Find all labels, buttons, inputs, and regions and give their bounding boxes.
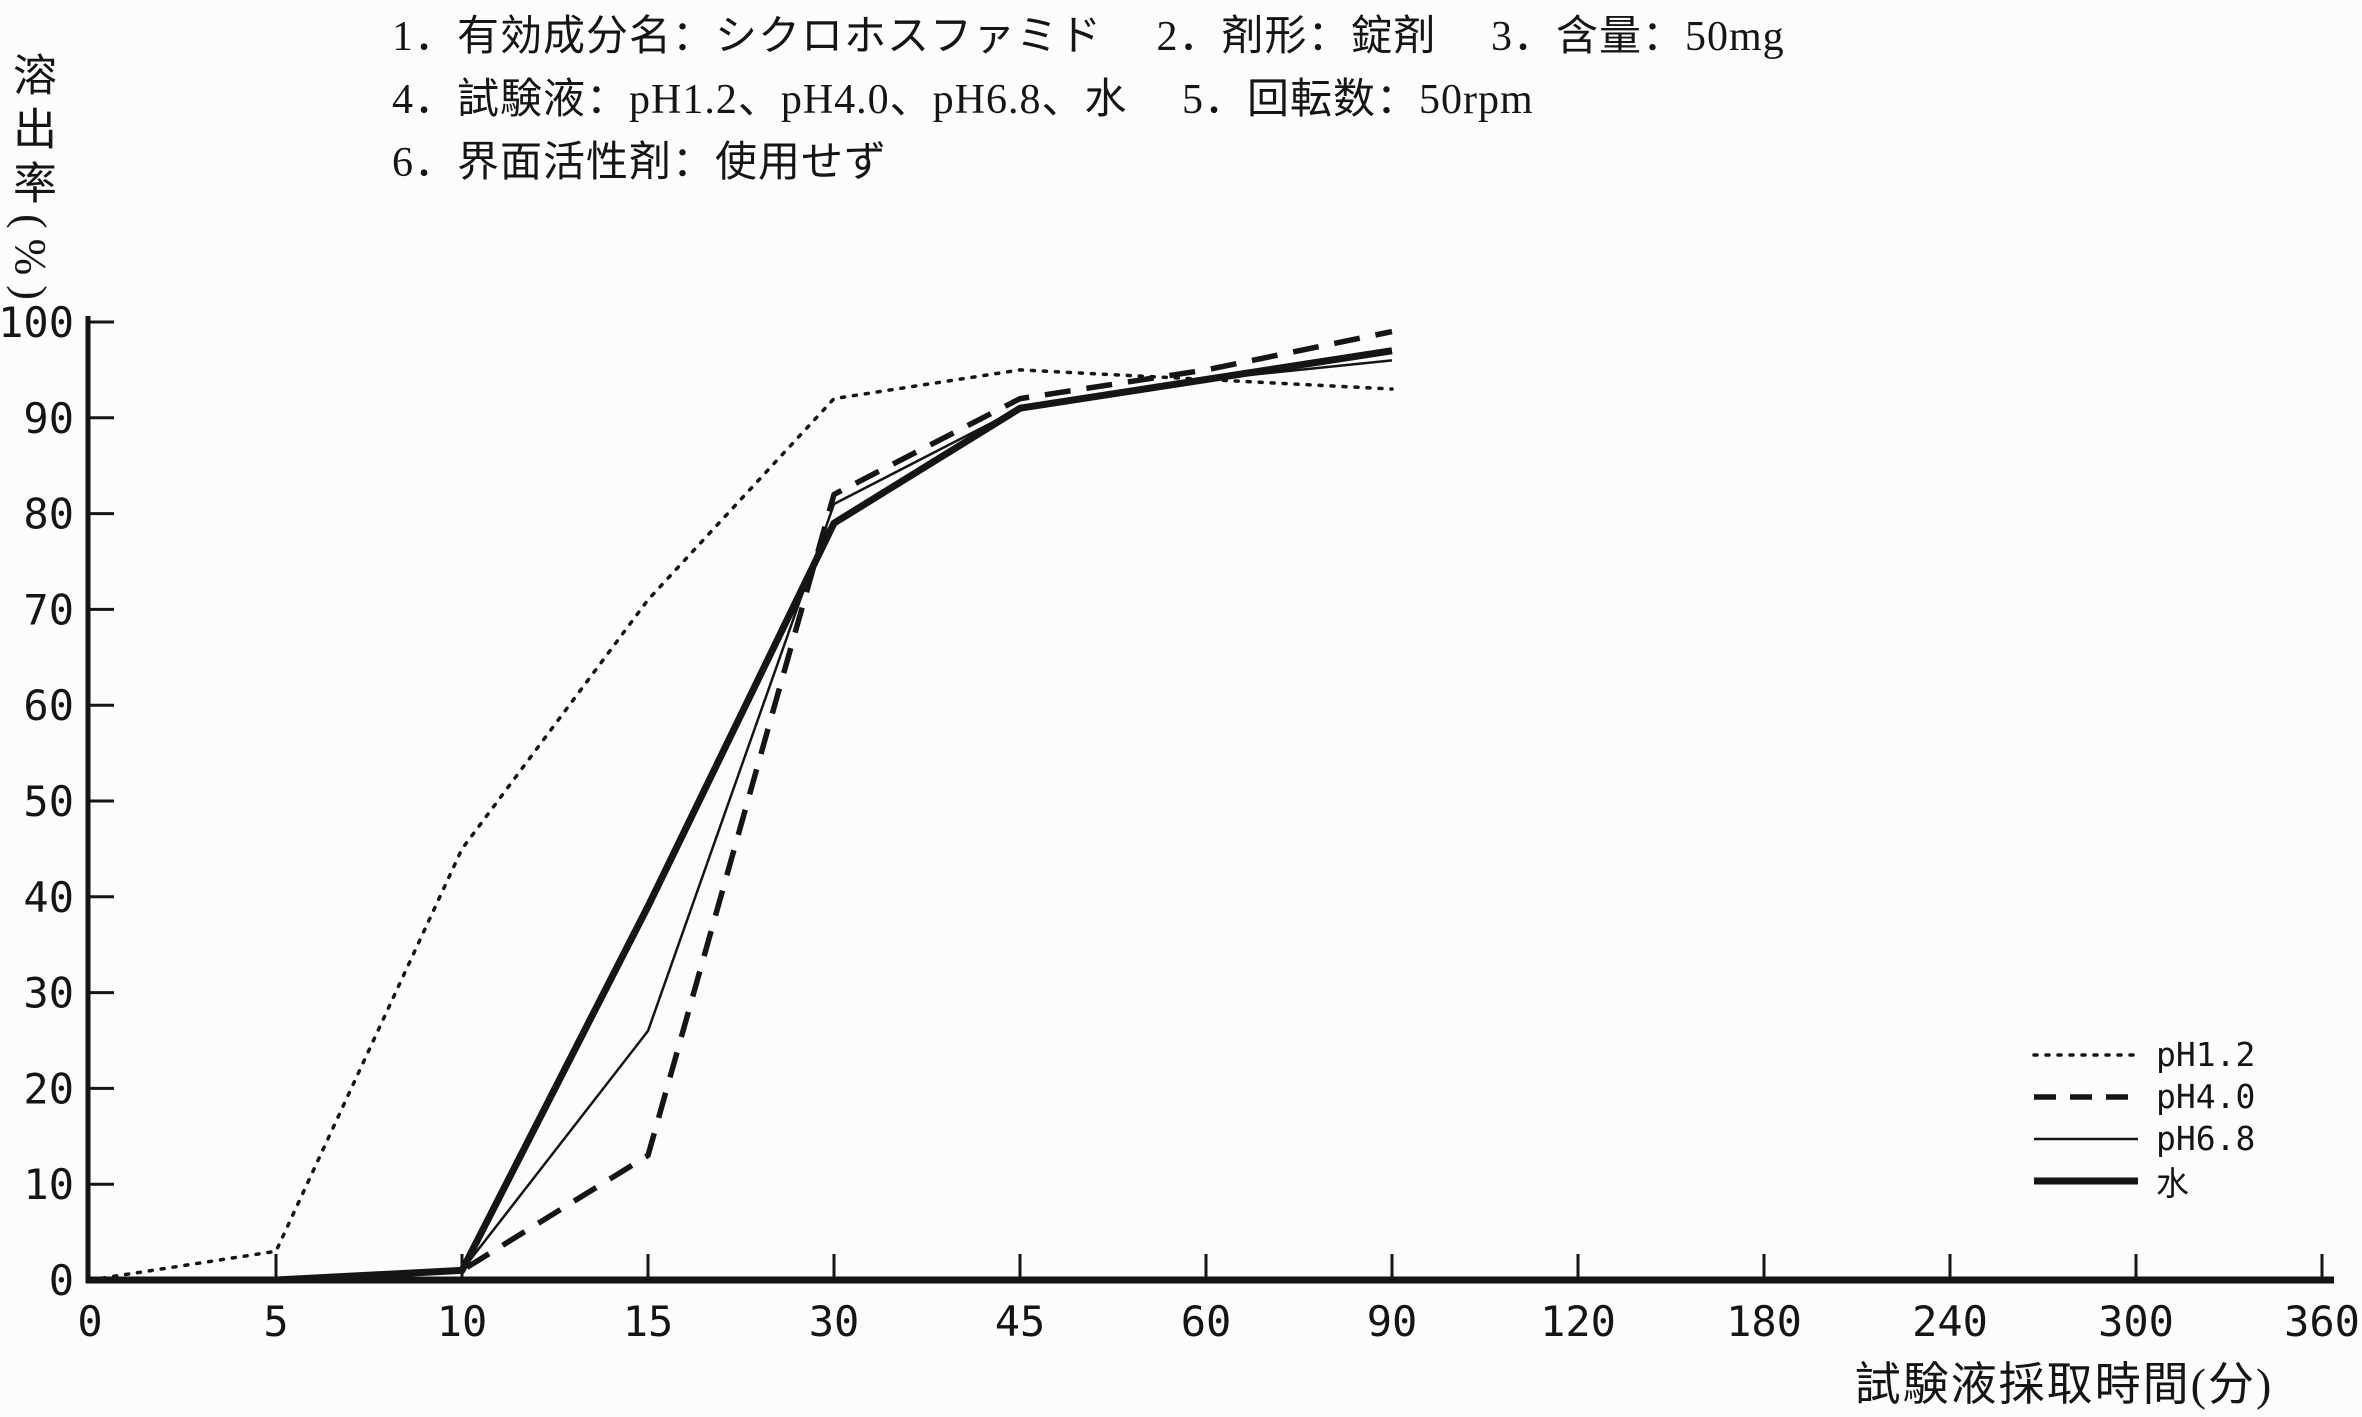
legend-line-sample-dotted (2032, 1052, 2140, 1057)
y-tick-label-100: 100 (0, 298, 74, 347)
legend-label: 水 (2156, 1163, 2189, 1203)
x-tick-label-30: 30 (809, 1297, 860, 1346)
y-tick-label-50: 50 (23, 777, 74, 826)
y-tick-label-10: 10 (23, 1160, 74, 1209)
x-tick-label-90: 90 (1367, 1297, 1418, 1346)
note-line-1: 1．有効成分名：シクロホスファミド 2．剤形：錠剤 3．含量：50mg (392, 14, 1785, 60)
note-line-3: 6．界面活性剤：使用せず (392, 140, 888, 186)
legend-item-ph6-8: pH6.8 (2032, 1119, 2256, 1158)
x-tick-label-360: 360 (2284, 1297, 2360, 1346)
y-tick-label-80: 80 (23, 490, 74, 539)
y-tick-label-60: 60 (23, 681, 74, 730)
x-tick-label-120: 120 (1540, 1297, 1616, 1346)
legend-line-sample-thin (2034, 1137, 2138, 1140)
x-tick-label-10: 10 (437, 1297, 488, 1346)
legend-label: pH6.8 (2156, 1119, 2256, 1158)
legend-label: pH4.0 (2156, 1077, 2256, 1116)
y-tick-label-90: 90 (23, 394, 74, 443)
x-tick-label-5: 5 (263, 1297, 288, 1346)
y-tick-label-40: 40 (23, 873, 74, 922)
x-axis-title: 試験液採取時間(分) (1854, 1359, 2274, 1410)
legend-line-sample-dashed (2034, 1093, 2138, 1100)
series-line-pH4.0 (90, 328, 1393, 1283)
y-axis-title: 溶出率(%) (6, 52, 55, 310)
x-tick-label-240: 240 (1912, 1297, 1988, 1346)
y-tick-label-70: 70 (23, 585, 74, 634)
y-tick-label-30: 30 (23, 969, 74, 1018)
x-tick-label-45: 45 (995, 1297, 1046, 1346)
note-line-2: 4．試験液：pH1.2、pH4.0、pH6.8、水 5．回転数：50rpm (392, 77, 1534, 123)
x-tick-label-60: 60 (1181, 1297, 1232, 1346)
legend-label: pH1.2 (2156, 1035, 2256, 1074)
legend-item-water: 水 (2032, 1162, 2255, 1203)
series-line-pH1.2 (88, 368, 1394, 1282)
y-tick-label-0: 0 (49, 1256, 74, 1305)
x-tick-label-180: 180 (1726, 1297, 1802, 1346)
chart-legend: pH1.2 pH4.0 pH6.8 水 (2032, 1035, 2256, 1203)
legend-line-sample-thick (2034, 1177, 2138, 1184)
series-line-水 (90, 347, 1393, 1284)
x-tick-label-300: 300 (2098, 1297, 2174, 1346)
legend-item-ph4-0: pH4.0 (2032, 1077, 2256, 1116)
x-tick-label-0: 0 (77, 1297, 102, 1346)
y-tick-label-20: 20 (23, 1064, 74, 1113)
x-tick-label-15: 15 (623, 1297, 674, 1346)
test-conditions-notes: 1．有効成分名：シクロホスファミド 2．剤形：錠剤 3．含量：50mg 4．試験… (392, 6, 1785, 195)
legend-item-ph1-2: pH1.2 (2032, 1035, 2256, 1074)
